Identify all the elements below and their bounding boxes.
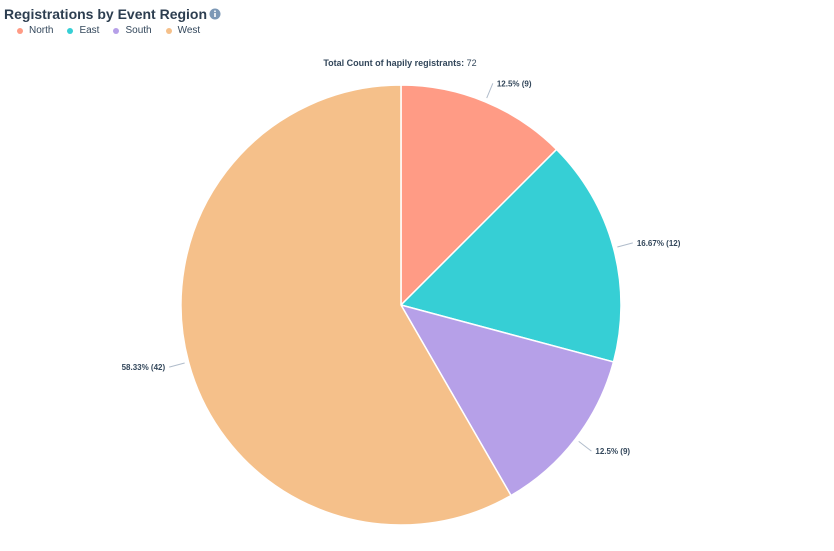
leader-line — [617, 242, 633, 248]
title-row: Registrations by Event Region — [4, 6, 221, 22]
data-label-north: 12.5% (9) — [497, 79, 532, 88]
pie-slice-east[interactable] — [399, 148, 622, 363]
legend-swatch — [17, 27, 23, 34]
legend-swatch — [67, 27, 74, 34]
legend-label: West — [177, 25, 201, 36]
legend-label: East — [79, 25, 100, 36]
legend-item-east[interactable]: East — [67, 25, 99, 36]
total-label: Total Count of hapily registrants: — [323, 58, 465, 68]
legend-label: North — [29, 25, 54, 36]
legend-item-south[interactable]: South — [113, 25, 152, 36]
pie-slice-north[interactable] — [400, 84, 558, 307]
legend-swatch — [113, 27, 120, 34]
legend-swatch — [165, 27, 172, 34]
legend-label: South — [125, 25, 152, 36]
legend-item-north[interactable]: North — [17, 25, 53, 36]
leader-line — [169, 362, 185, 368]
total-value: 72 — [466, 58, 477, 68]
chart-title: Registrations by Event Region — [4, 6, 208, 22]
data-label-west: 58.33% (42) — [122, 363, 166, 372]
leader-line — [486, 83, 494, 99]
pie-slice-south[interactable] — [399, 303, 615, 497]
chart-header: Registrations by Event Region North East S… — [4, 6, 221, 36]
leader-line — [578, 440, 592, 452]
pie-slice-west[interactable] — [180, 84, 513, 526]
chart-legend: North East South West — [17, 25, 221, 36]
legend-item-west[interactable]: West — [165, 25, 201, 36]
data-label-south: 12.5% (9) — [595, 447, 630, 456]
total-summary: Total Count of hapily registrants: 72 — [0, 58, 800, 68]
info-icon[interactable] — [209, 8, 221, 20]
data-label-east: 16.67% (12) — [637, 239, 681, 248]
